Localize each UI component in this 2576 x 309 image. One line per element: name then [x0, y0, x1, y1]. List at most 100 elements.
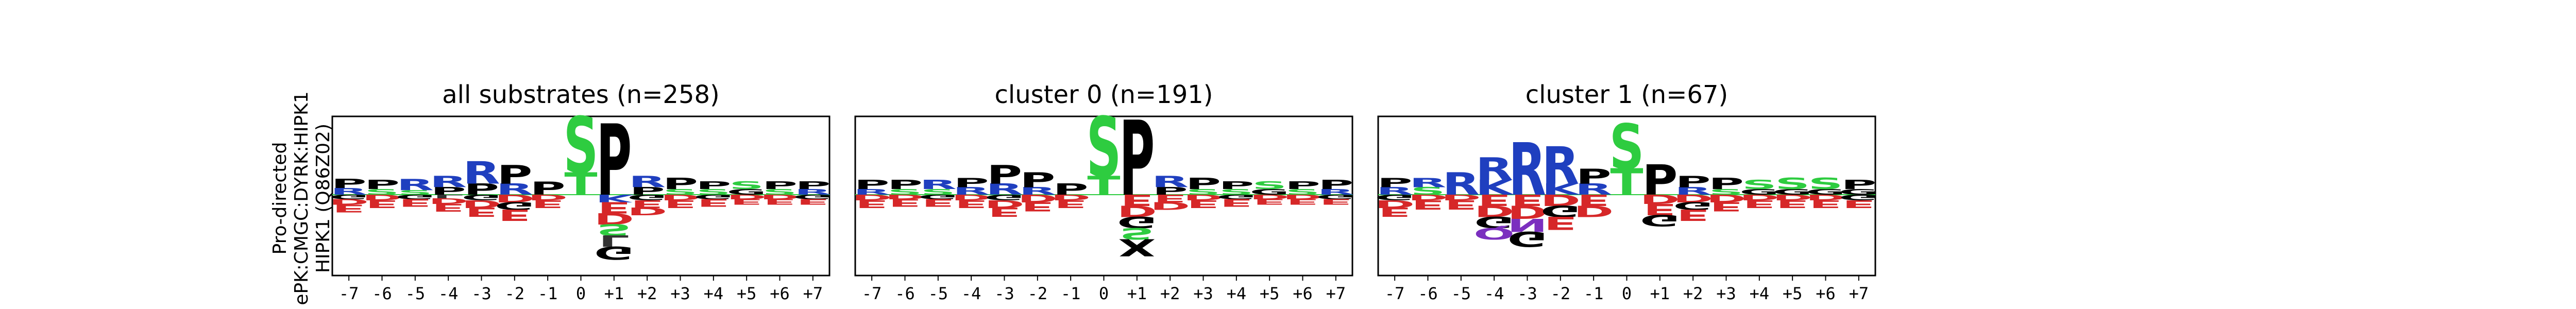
x-tick-label: 0 [1622, 284, 1632, 303]
x-tick-label: -6 [372, 284, 392, 303]
residue-glyph-depleted: D [951, 193, 991, 202]
residue-glyph: S [888, 187, 923, 197]
residue-glyph: R [1542, 136, 1579, 196]
residue-glyph-depleted: D [1474, 202, 1514, 220]
residue-glyph: P [1576, 165, 1612, 188]
residue-glyph: P [1153, 185, 1188, 197]
residue-glyph-depleted: N [1507, 214, 1548, 235]
residue-glyph-depleted: E [1445, 197, 1478, 212]
residue-glyph: G [1250, 187, 1290, 197]
residue-glyph: P [464, 181, 499, 199]
residue-glyph: R [330, 186, 367, 197]
residue-glyph-depleted: G [1117, 213, 1157, 231]
residue-glyph-depleted: G [1375, 193, 1415, 202]
residue-glyph: S [1252, 180, 1287, 192]
residue-glyph: P [762, 180, 798, 192]
residue-glyph: S [564, 101, 599, 191]
residue-glyph-depleted: G [793, 193, 833, 200]
residue-glyph: S [1186, 187, 1221, 197]
x-tick-label: +4 [1227, 284, 1247, 303]
residue-glyph-depleted: G [628, 193, 667, 202]
residue-glyph: R [920, 177, 957, 192]
residue-glyph: R [1376, 185, 1413, 197]
residue-glyph: R [1317, 187, 1354, 197]
residue-glyph: S [921, 187, 956, 197]
ylabel-line-3: HIPK1 (Q86Z02) [313, 124, 334, 273]
x-tick-label: -7 [1385, 284, 1405, 303]
x-tick-label: -4 [961, 284, 981, 303]
residue-glyph-depleted: E [1478, 191, 1511, 209]
residue-glyph: R [463, 155, 500, 191]
residue-glyph-depleted: G [594, 242, 634, 263]
residue-glyph: P [630, 185, 665, 197]
residue-glyph-depleted: D [627, 205, 667, 217]
residue-glyph-depleted: E [664, 198, 697, 210]
residue-glyph-depleted: D [1050, 193, 1091, 202]
residue-glyph: P [331, 176, 367, 191]
residue-glyph: P [1642, 157, 1677, 204]
x-tick-label: +7 [1849, 284, 1869, 303]
ylabel-line-1: Pro-directed [269, 142, 291, 255]
residue-glyph-depleted: E [1743, 198, 1776, 210]
residue-glyph-depleted: E [1511, 191, 1544, 209]
panel-title: cluster 0 (n=191) [994, 80, 1213, 109]
x-tick-label: +7 [803, 284, 823, 303]
residue-glyph: R [1674, 185, 1711, 197]
residue-glyph-depleted: D [1183, 193, 1223, 202]
residue-glyph-depleted: E [1676, 205, 1709, 224]
x-tick-label: -2 [505, 284, 525, 303]
x-tick-label: -6 [895, 284, 915, 303]
residue-glyph: R [853, 187, 890, 197]
residue-glyph-depleted: D [759, 193, 800, 200]
residue-glyph-depleted: E [697, 197, 730, 209]
residue-glyph: G [1839, 187, 1878, 197]
residue-glyph-depleted: E [598, 198, 631, 216]
x-tick-label: -3 [471, 284, 492, 303]
x-tick-label: -3 [1517, 284, 1537, 303]
residue-glyph: R [496, 181, 533, 199]
residue-glyph-depleted: D [1282, 193, 1323, 200]
x-tick-label: -5 [928, 284, 948, 303]
residue-glyph-depleted: D [984, 198, 1024, 210]
residue-glyph-depleted: E [1253, 197, 1286, 207]
x-tick-label: -1 [538, 284, 558, 303]
residue-glyph: P [987, 160, 1022, 190]
residue-glyph-depleted: D [428, 197, 468, 206]
residue-glyph-depleted: G [495, 199, 534, 211]
residue-glyph-depleted: E [730, 197, 763, 207]
x-tick-label: -3 [994, 284, 1014, 303]
residue-glyph: R [1575, 181, 1612, 199]
residue-glyph-depleted: E [1809, 198, 1842, 210]
x-tick-label: +2 [1683, 284, 1703, 303]
x-tick-label: +5 [1783, 284, 1803, 303]
x-tick-label: +3 [670, 284, 690, 303]
x-tick-label: -1 [1061, 284, 1081, 303]
residue-glyph-depleted: E [1411, 197, 1444, 212]
residue-glyph: P [530, 178, 566, 199]
residue-glyph-depleted: G [329, 193, 369, 200]
residue-glyph-depleted: G [1475, 213, 1514, 231]
x-tick-label: -2 [1028, 284, 1048, 303]
residue-glyph: P [1218, 180, 1254, 192]
residue-glyph-depleted: E [1544, 213, 1577, 234]
residue-glyph-depleted: D [1018, 192, 1058, 204]
x-tick-label: +1 [1650, 284, 1670, 303]
residue-glyph-depleted: X [1118, 233, 1156, 260]
residue-glyph-depleted: D [1507, 201, 1547, 222]
residue-glyph-depleted: E [855, 198, 888, 210]
x-tick-label: -2 [1551, 284, 1571, 303]
residue-glyph: P [364, 177, 400, 192]
residue-glyph-depleted: D [495, 192, 535, 204]
residue-glyph-depleted: D [528, 193, 568, 202]
residue-glyph-depleted: D [594, 210, 634, 228]
x-tick-label: -7 [862, 284, 882, 303]
ylabel-line-2: ePK:CMGC:DYRK:HIPK1 [291, 91, 312, 305]
residue-glyph-depleted: G [1640, 211, 1680, 229]
residue-glyph-depleted: E [988, 204, 1021, 219]
x-tick-label: 0 [576, 284, 586, 303]
residue-glyph: R [1019, 185, 1056, 197]
residue-glyph: R [397, 176, 434, 194]
residue-glyph: G [1739, 187, 1779, 197]
residue-glyph: R [794, 187, 832, 197]
